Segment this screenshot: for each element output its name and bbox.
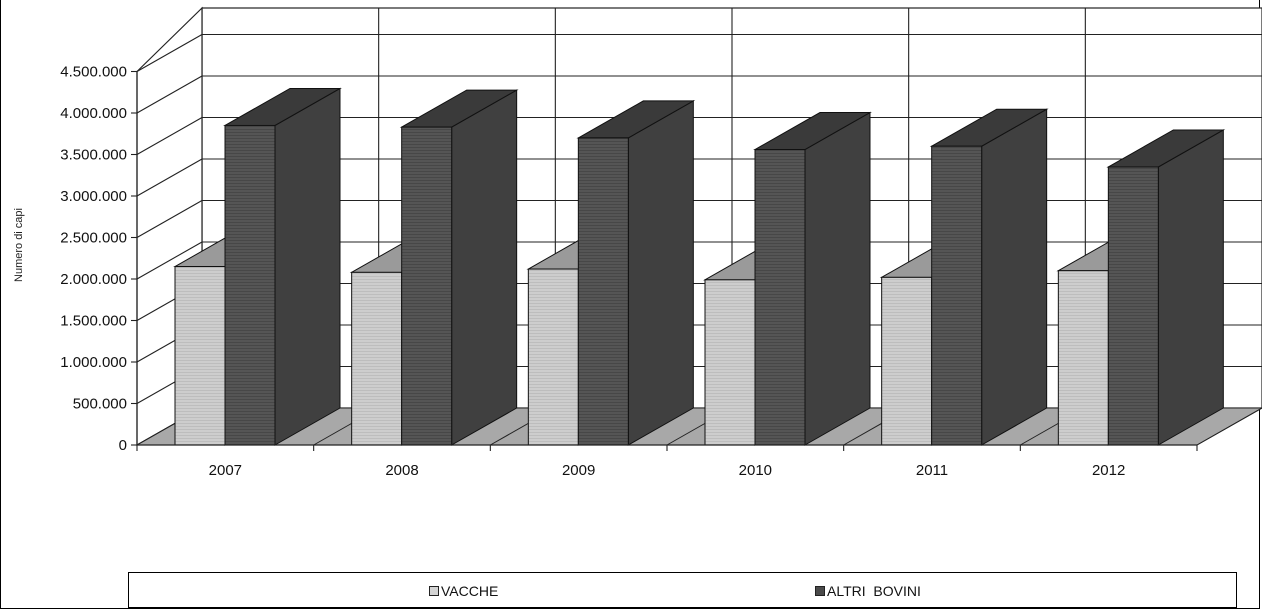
legend-item-vacche: VACCHE (429, 583, 498, 599)
y-axis-label: Numero di capi (13, 208, 25, 282)
bar-altri-bovini-2008 (399, 89, 519, 446)
bar-altri-bovini-2009 (576, 100, 696, 446)
bar-front (174, 266, 226, 446)
side-gridline (136, 34, 203, 72)
bar-front (401, 126, 453, 446)
bar-front (931, 145, 983, 446)
bar-front (704, 279, 756, 446)
side-gridline (136, 200, 203, 238)
x-tick-label: 2012 (1092, 462, 1125, 479)
bar-front (577, 137, 629, 446)
bar-side (274, 87, 341, 446)
legend-swatch-altri-bovini (815, 586, 825, 596)
axes: 0 500.000 1.000.000 1.500.000 2.000.000 2.500… (60, 64, 1198, 479)
bar-front (224, 124, 276, 446)
bar-side (804, 111, 871, 446)
side-gridline (136, 158, 203, 197)
bars (173, 87, 1226, 446)
y-tick-label: 4.500.000 (60, 64, 127, 81)
legend-label-altri-bovini: ALTRI BOVINI (827, 583, 921, 599)
y-tick-label: 500.000 (73, 396, 127, 413)
y-tick-label: 1.500.000 (60, 313, 127, 330)
side-gridline (136, 117, 203, 155)
legend-swatch-vacche (429, 586, 439, 596)
bar-altri-bovini-2011 (929, 108, 1049, 446)
y-tick-label: 3.500.000 (60, 147, 127, 164)
x-tick-label: 2007 (209, 462, 242, 479)
bar-side (451, 89, 518, 446)
legend-label-vacche: VACCHE (441, 583, 499, 599)
x-tick-label: 2011 (916, 462, 948, 479)
side-gridline (136, 75, 203, 114)
y-tick-label: 3.000.000 (60, 188, 127, 205)
bar-front (881, 276, 933, 446)
y-tick-label: 0 (119, 437, 127, 454)
side-gridline (136, 241, 203, 280)
bar-side (1157, 129, 1224, 446)
bar-side (981, 108, 1048, 446)
y-tick-label: 1.000.000 (60, 354, 127, 371)
floor-divider (1196, 407, 1262, 446)
x-tick-label: 2010 (739, 462, 772, 479)
bar-front (1107, 166, 1159, 446)
y-tick-label: 4.000.000 (60, 105, 127, 122)
bar-front (1057, 270, 1109, 446)
bar-front (527, 268, 579, 446)
bar-front (351, 271, 403, 446)
y-tick-label: 2.000.000 (60, 271, 127, 288)
x-tick-label: 2009 (562, 462, 595, 479)
x-tick-label: 2008 (385, 462, 418, 479)
bar-altri-bovini-2007 (223, 87, 342, 446)
y-tick-label: 2.500.000 (60, 230, 127, 247)
legend-item-altri-bovini: ALTRI BOVINI (815, 583, 921, 599)
bar-side (627, 100, 694, 446)
bar-altri-bovini-2012 (1106, 129, 1226, 446)
bar-front (754, 149, 806, 446)
legend: VACCHE ALTRI BOVINI (128, 572, 1237, 608)
bar-altri-bovini-2010 (753, 111, 872, 446)
